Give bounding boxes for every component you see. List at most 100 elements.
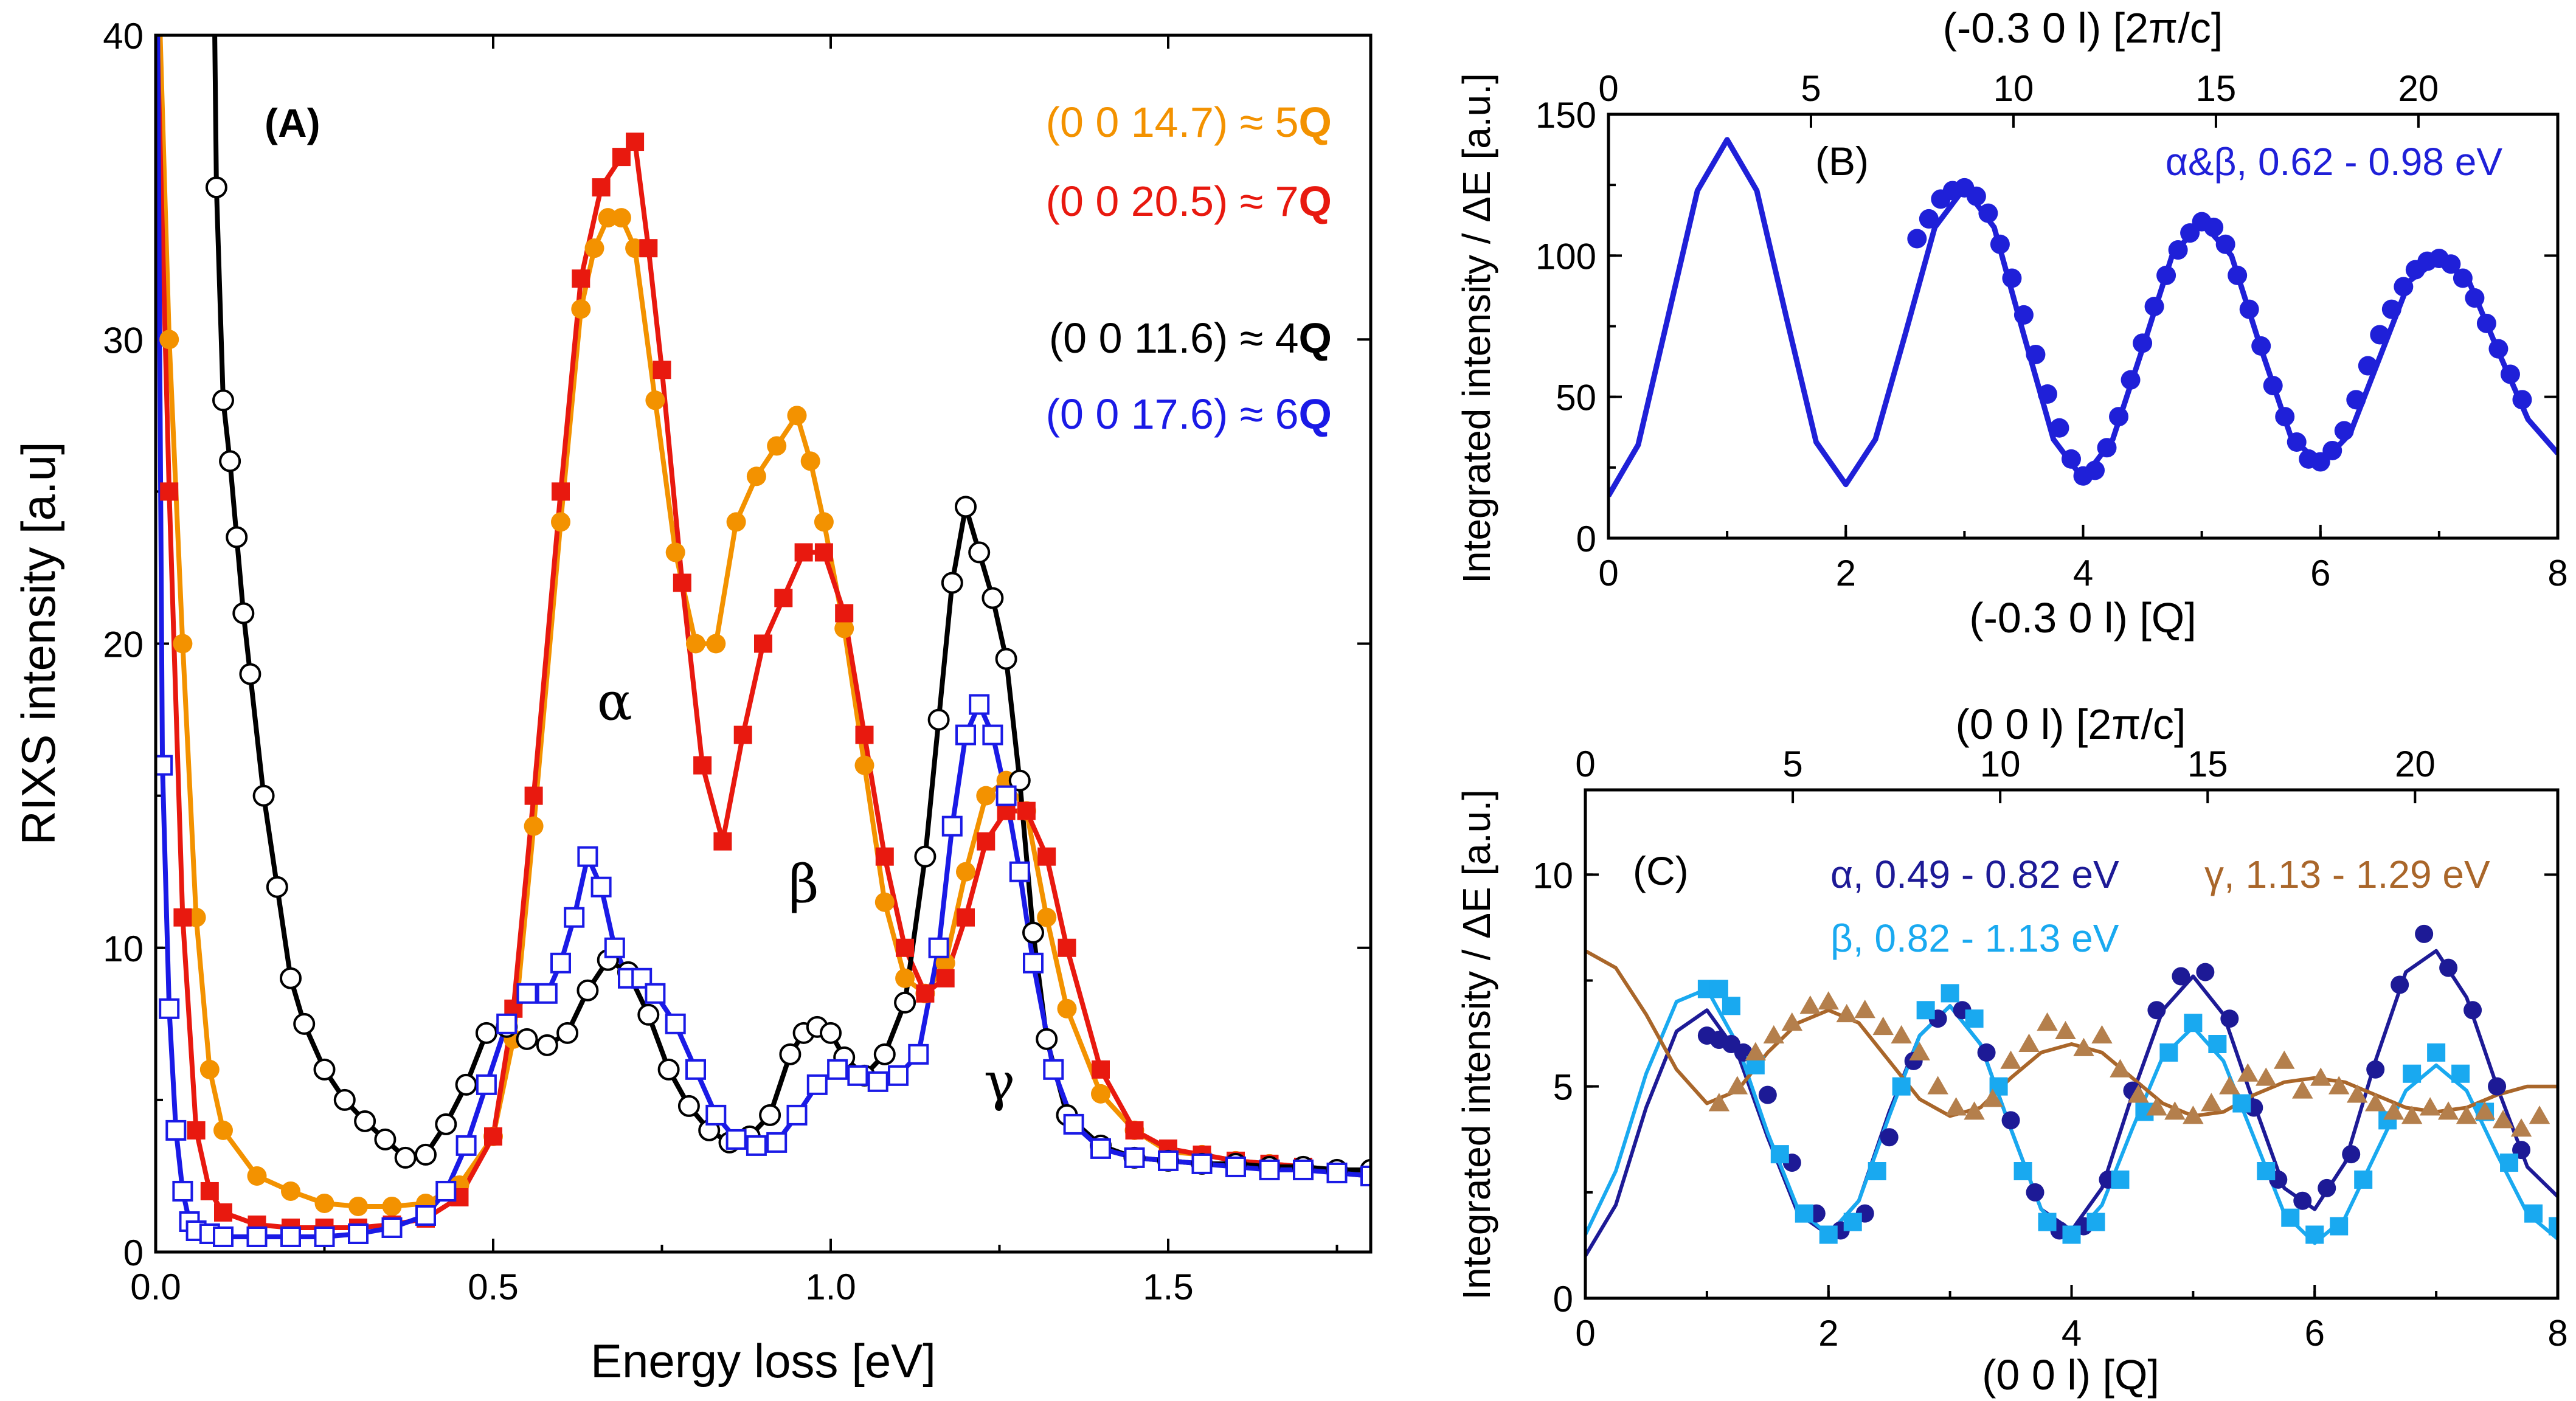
x-tick-label: 0 (1575, 1313, 1595, 1354)
point-orange (686, 634, 705, 654)
panel-b-point (2239, 299, 2259, 319)
point-black (955, 496, 977, 518)
y-tick-label: 50 (1556, 378, 1596, 418)
panel-c-point-beta (2281, 1208, 2300, 1227)
panel-c-point-beta (2257, 1162, 2276, 1180)
x-tick-label: 4 (2073, 553, 2093, 593)
point-orange (874, 892, 895, 912)
point-orange (895, 968, 915, 988)
panel-c-point-gamma (1854, 1000, 1875, 1019)
panel-c-point-alpha (2391, 975, 2409, 994)
panel-b-point (2061, 449, 2081, 469)
point-orange (800, 451, 820, 471)
panel-b-point (2156, 265, 2176, 285)
point-blue (705, 1104, 727, 1126)
point-black (293, 1012, 316, 1035)
panel-c-point-beta (1868, 1162, 1886, 1180)
point-red (160, 482, 179, 501)
y-tick-label: 10 (103, 929, 144, 969)
point-red (774, 589, 793, 607)
point-red (713, 832, 732, 851)
panel-c-point-gamma (2401, 1105, 2423, 1124)
point-black (1036, 1028, 1058, 1050)
point-black (232, 602, 255, 624)
panel-c-point-gamma (2256, 1067, 2277, 1086)
point-red (653, 361, 671, 379)
panel-c-point-gamma (1708, 1093, 1730, 1112)
panel-c-point-alpha (2172, 967, 2190, 986)
x-tick-label: 1.0 (805, 1267, 856, 1307)
panel-c-point-alpha (2318, 1178, 2336, 1197)
panel-c-point-beta (2330, 1217, 2349, 1236)
panel-c-point-gamma (2383, 1101, 2405, 1120)
panel-c-x-axis-label: (0 0 l) [Q] (1982, 1351, 2159, 1399)
point-orange (665, 542, 685, 562)
point-blue (928, 937, 949, 958)
panel-b-point (2168, 240, 2188, 260)
point-blue (867, 1071, 888, 1092)
panel-b-series (1607, 137, 2559, 497)
panel-c-point-gamma (2091, 1025, 2113, 1044)
panel-c-point-gamma (1909, 1042, 1930, 1060)
point-blue (280, 1226, 301, 1247)
top-x-tick-label: 10 (1993, 68, 2034, 109)
panel-c-point-gamma (2037, 1012, 2058, 1031)
point-orange (199, 1059, 220, 1079)
panel-c-point-gamma (2274, 1050, 2295, 1069)
panel-b-point (2358, 356, 2378, 376)
panel-c-point-gamma (2437, 1101, 2459, 1120)
point-orange (726, 512, 746, 532)
point-red (875, 847, 894, 866)
point-blue (314, 1226, 335, 1247)
panel-c-point-gamma (2237, 1063, 2259, 1082)
panel-c-point-gamma (2529, 1105, 2550, 1124)
point-black (205, 176, 227, 199)
panel-b-point (2121, 370, 2141, 390)
point-orange (935, 953, 955, 973)
point-blue (1158, 1150, 1179, 1171)
panel-b-point (2037, 384, 2057, 404)
x-tick-label: 8 (2547, 1313, 2567, 1354)
point-black (927, 708, 950, 731)
point-red (173, 908, 192, 927)
point-black (873, 1043, 896, 1065)
panel-b-point (2441, 254, 2461, 274)
panel-c-point-gamma (2110, 1059, 2131, 1078)
legend-black-q: Q (1299, 314, 1332, 362)
y-tick-label: 0 (1576, 519, 1596, 559)
panel-a-frame (154, 33, 1373, 1254)
panel-c-point-beta (2451, 1064, 2470, 1083)
panel-c-point-alpha (2342, 1145, 2361, 1164)
panel-c-point-gamma (2310, 1067, 2332, 1086)
y-tick-label: 10 (1532, 855, 1573, 896)
point-blue (1259, 1159, 1280, 1180)
panel-b-point (2085, 460, 2105, 480)
panel-b-point (1990, 234, 2010, 254)
panel-c-point-beta (1709, 980, 1728, 998)
point-red (214, 1203, 232, 1222)
point-orange (159, 330, 179, 350)
point-red (754, 634, 772, 653)
point-blue (455, 1135, 477, 1156)
panel-a-label: (A) (265, 100, 320, 145)
panel-b-point (2465, 288, 2485, 308)
point-blue (564, 907, 585, 928)
point-blue (847, 1065, 868, 1086)
legend-orange-q: Q (1299, 99, 1332, 146)
panel-b-point (2144, 296, 2164, 316)
point-orange (1037, 907, 1057, 927)
point-blue (1090, 1138, 1111, 1159)
panel-c-point-gamma (2164, 1101, 2186, 1120)
panel-c-label-beta: β, 0.82 - 1.13 eV (1830, 916, 2119, 960)
point-black (677, 1095, 700, 1117)
panel-c-point-gamma (2201, 1093, 2222, 1112)
point-blue (665, 1013, 686, 1034)
panel-c-fit-alpha (1584, 949, 2559, 1257)
point-black (435, 1113, 457, 1135)
point-orange (645, 390, 665, 410)
y-tick-label: 20 (103, 624, 144, 665)
panel-b-point (2002, 268, 2022, 288)
point-blue (766, 1132, 788, 1153)
